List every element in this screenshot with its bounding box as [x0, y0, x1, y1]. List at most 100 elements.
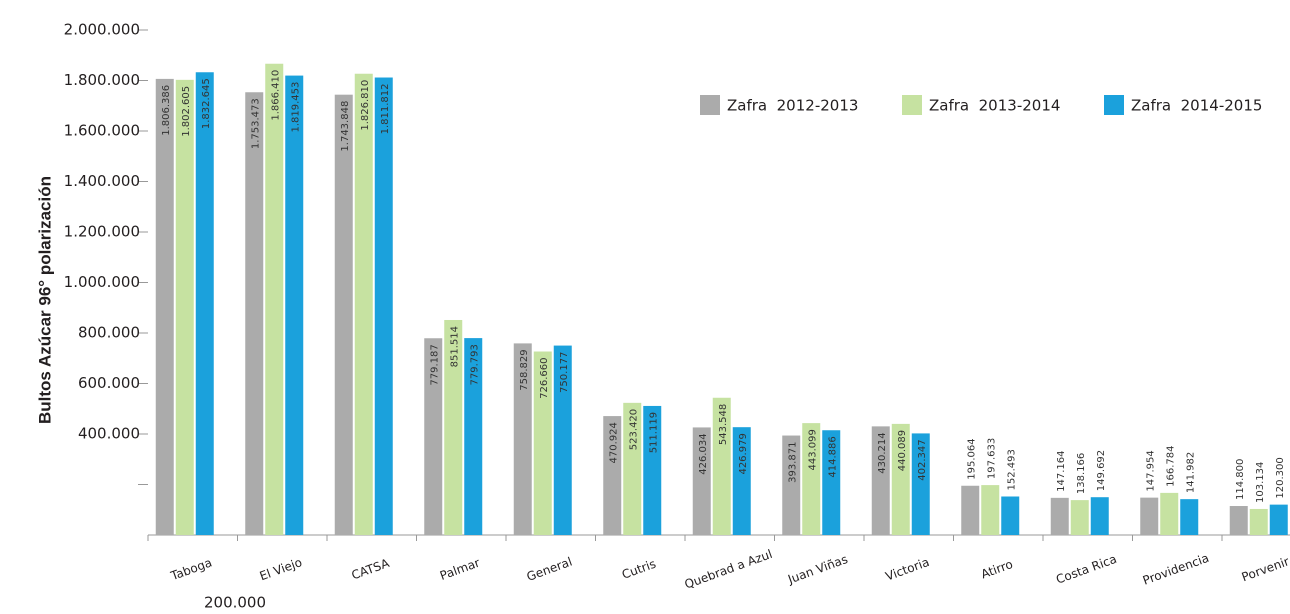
bar	[1070, 500, 1089, 535]
value-label: 393.871	[787, 442, 798, 483]
value-label: 726.660	[539, 358, 550, 399]
x-tick-label: Taboga	[168, 555, 214, 583]
value-label: 197.633	[986, 438, 997, 479]
bar	[643, 405, 662, 535]
value-label: 149.692	[1096, 450, 1107, 491]
value-label: 1.753.473	[250, 98, 261, 149]
bar	[692, 427, 711, 535]
bar	[623, 402, 642, 535]
bar	[712, 397, 731, 535]
x-tick-label: Cutris	[620, 557, 658, 582]
value-label: 851.514	[449, 326, 460, 367]
value-label: 443.099	[807, 429, 818, 470]
x-tick-label: Providencia	[1141, 551, 1211, 588]
x-tick-label: Palmar	[438, 556, 482, 583]
legend-swatch	[700, 95, 720, 115]
x-tick-label: CATSA	[350, 556, 392, 583]
value-label: 1.819.453	[290, 82, 301, 133]
value-label: 138.166	[1076, 453, 1087, 494]
bar	[553, 345, 572, 535]
value-label: 152.493	[1006, 449, 1017, 490]
bar	[822, 430, 841, 535]
bar	[1001, 496, 1020, 535]
value-label: 141.982	[1185, 452, 1196, 493]
bar	[354, 73, 373, 536]
y-tick-label: 1.200.000	[64, 223, 140, 241]
x-tick-label: Costa Rica	[1054, 552, 1118, 587]
bar	[732, 427, 751, 535]
value-label: 147.164	[1056, 450, 1067, 491]
bar	[464, 338, 483, 535]
value-label: 1.802.605	[181, 86, 192, 137]
x-tick-label: Quebrad a Azul	[683, 547, 775, 592]
bar	[1140, 497, 1159, 535]
bar	[1090, 497, 1109, 535]
value-label: 195.064	[966, 438, 977, 479]
legend-swatch	[902, 95, 922, 115]
bar	[374, 77, 393, 536]
y-tick-label: 400.000	[78, 425, 140, 443]
bar	[603, 416, 622, 535]
y-tick-label: 2.000.000	[64, 21, 140, 39]
bar	[444, 319, 463, 535]
value-label: 779.187	[429, 344, 440, 385]
bar	[961, 485, 980, 535]
bar	[334, 94, 353, 536]
bar	[533, 351, 552, 535]
bar	[265, 63, 284, 535]
value-label: 430.214	[877, 432, 888, 473]
bar	[195, 72, 214, 535]
legend-label: Zafra 2014-2015	[1131, 97, 1262, 115]
bar	[1249, 508, 1268, 535]
y-tick-label: 1.000.000	[64, 273, 140, 291]
y-tick-label: 1.600.000	[64, 122, 140, 140]
x-tick-label: Atirro	[979, 557, 1015, 581]
x-tick-label: Juan Viñas	[785, 552, 849, 587]
bar	[981, 485, 1000, 535]
bar	[1269, 504, 1288, 535]
bar	[1160, 492, 1179, 535]
y-tick-label: 1.800.000	[64, 71, 140, 89]
value-label: 511.119	[648, 412, 659, 453]
bar	[802, 423, 821, 535]
y-axis-title: Bultos Azúcar 96° polarización	[35, 176, 54, 424]
bar	[891, 423, 910, 535]
y-tick-label: 600.000	[78, 374, 140, 392]
value-label: 1.866.410	[270, 70, 281, 121]
bar	[424, 338, 443, 535]
value-label: 402.347	[917, 439, 928, 480]
value-label: 470.924	[608, 422, 619, 463]
x-tick-label: Porvenir	[1240, 554, 1290, 584]
bar	[175, 79, 194, 536]
value-label: 120.300	[1275, 457, 1286, 498]
y-tick-label: 1.400.000	[64, 172, 140, 190]
bar	[1180, 499, 1199, 535]
bar	[1050, 497, 1069, 535]
value-label: 1.811.812	[380, 84, 391, 135]
legend-label: Zafra 2012-2013	[727, 97, 858, 115]
value-label: 147.954	[1145, 450, 1156, 491]
x-tick-label: Victoria	[884, 555, 932, 584]
value-label: 779.793	[469, 344, 480, 385]
x-tick-label: General	[525, 555, 574, 584]
value-label: 758.829	[519, 349, 530, 390]
value-label: 426.979	[738, 433, 749, 474]
value-label: 426.034	[698, 433, 709, 474]
bar	[911, 433, 930, 535]
value-label: 1.743.848	[340, 101, 351, 152]
y-tick-label: 800.000	[78, 324, 140, 342]
value-label: 103.134	[1255, 462, 1266, 503]
bar	[245, 92, 264, 535]
bar	[871, 426, 890, 535]
bar	[513, 343, 532, 535]
legend-swatch	[1104, 95, 1124, 115]
value-label: 1.806.386	[161, 85, 172, 136]
bar	[285, 75, 304, 535]
value-label: 114.800	[1235, 459, 1246, 500]
x-tick-label: El Viejo	[258, 555, 304, 583]
value-label: 440.089	[897, 430, 908, 471]
value-label: 1.826.810	[360, 80, 371, 131]
value-label: 1.832.645	[201, 78, 212, 129]
value-label: 414.886	[827, 436, 838, 477]
